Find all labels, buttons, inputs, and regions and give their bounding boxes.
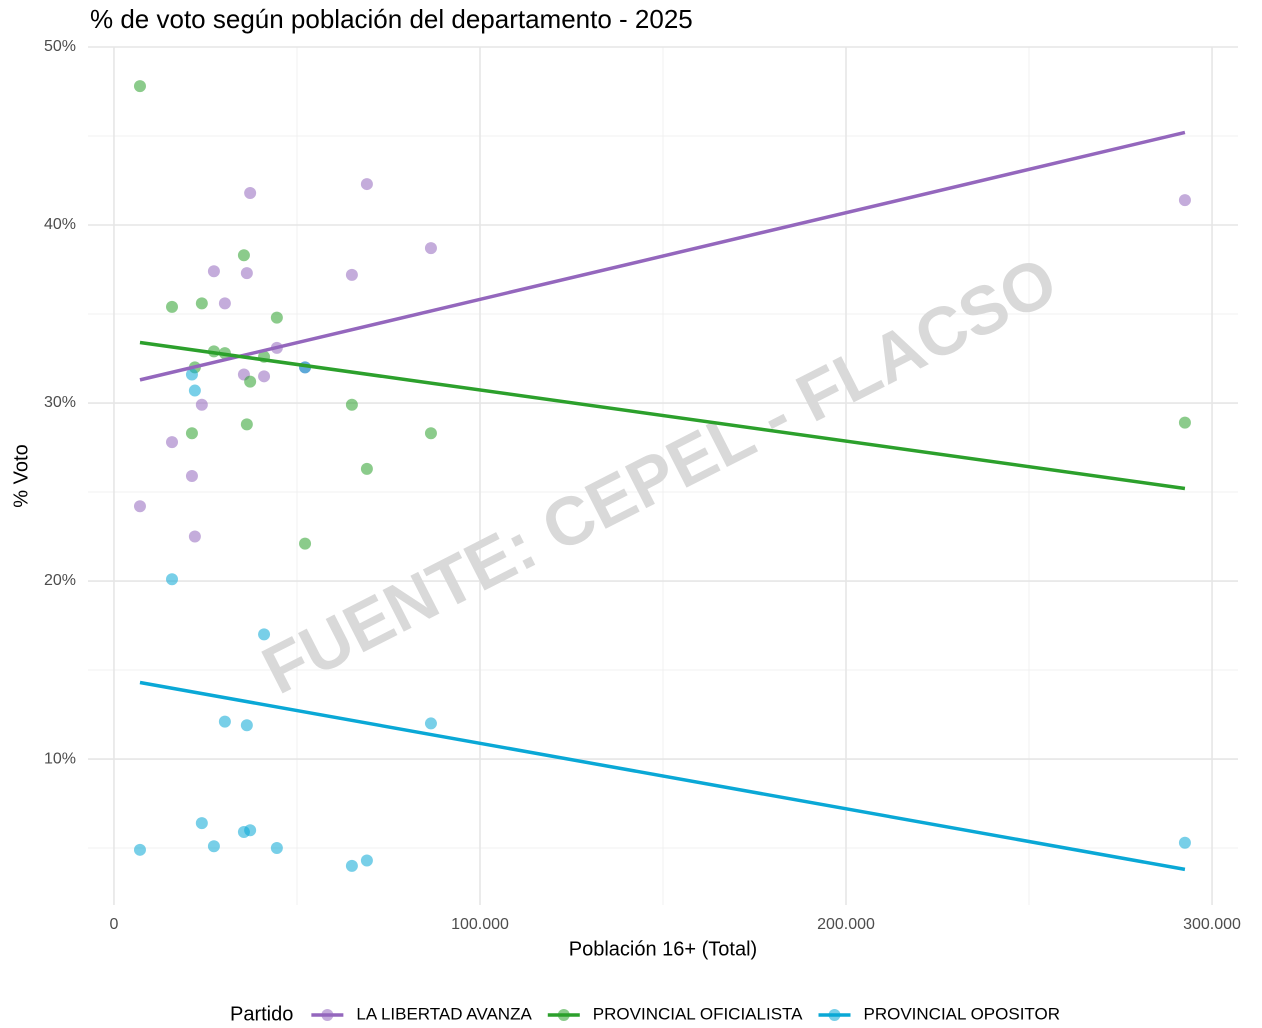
legend-dot (321, 1009, 334, 1021)
point (165, 573, 178, 586)
chart-title: % de voto según población del departamen… (90, 4, 693, 34)
point (237, 249, 250, 262)
y-tick-label: 20% (44, 572, 76, 589)
point (1178, 416, 1191, 429)
point (424, 242, 437, 255)
point (345, 268, 358, 281)
point (345, 398, 358, 411)
point (185, 427, 198, 440)
point (240, 719, 253, 732)
x-axis-label: Población 16+ (Total) (569, 938, 757, 960)
point (133, 500, 146, 513)
point (424, 717, 437, 730)
legend-dot (828, 1009, 841, 1021)
trend-line (139, 130, 1186, 382)
legend-item: LA LIBERTAD AVANZA (311, 1004, 532, 1023)
point (133, 843, 146, 856)
y-tick-label: 30% (44, 394, 76, 411)
point (360, 178, 373, 191)
point (195, 297, 208, 310)
point (195, 398, 208, 411)
y-axis-label: % Voto (10, 444, 32, 507)
grid (88, 46, 1238, 905)
x-tick-label: 0 (110, 916, 119, 933)
y-tick-label: 40% (44, 216, 76, 233)
watermark: FUENTE: CEPEL - FLACSO (251, 242, 1069, 709)
trend-line (139, 340, 1186, 491)
point (1178, 836, 1191, 849)
point (258, 370, 271, 383)
point (244, 186, 257, 199)
point (207, 840, 220, 853)
legend-item: PROVINCIAL OPOSITOR (818, 1004, 1061, 1023)
point (185, 470, 198, 482)
x-tick-label: 200.000 (817, 916, 875, 933)
point (165, 300, 178, 313)
point (207, 265, 220, 278)
x-tick-label: 300.000 (1183, 916, 1241, 933)
point (244, 375, 257, 388)
point (244, 824, 257, 837)
legend-dot (557, 1009, 570, 1021)
legend-item: PROVINCIAL OFICIALISTA (547, 1004, 803, 1023)
point (299, 537, 312, 550)
point (195, 817, 208, 830)
point (240, 418, 253, 431)
point (258, 628, 271, 641)
point (360, 462, 373, 475)
point (345, 859, 358, 872)
x-tick-label: 100.000 (451, 916, 509, 933)
point (1178, 194, 1191, 207)
legend-label: PROVINCIAL OPOSITOR (864, 1004, 1061, 1023)
point (133, 80, 146, 93)
point (218, 297, 231, 310)
point (188, 384, 201, 397)
point (240, 267, 253, 280)
point (270, 842, 283, 855)
point (185, 368, 198, 381)
point (360, 854, 373, 867)
legend-title: Partido (230, 1003, 293, 1025)
y-tick-label: 50% (44, 38, 76, 55)
y-tick-label: 10% (44, 750, 76, 767)
point (165, 436, 178, 449)
point (270, 311, 283, 324)
legend-label: LA LIBERTAD AVANZA (356, 1004, 532, 1023)
point (424, 427, 437, 440)
point (218, 715, 231, 728)
legend-label: PROVINCIAL OFICIALISTA (593, 1004, 803, 1023)
trend-line (139, 680, 1186, 872)
point (188, 530, 201, 543)
